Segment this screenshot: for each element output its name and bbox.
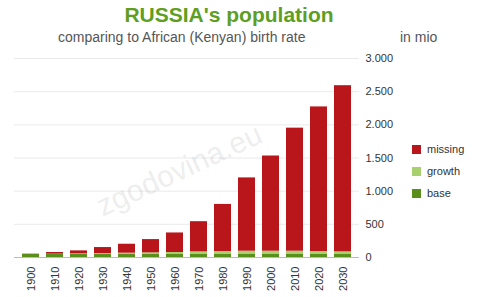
svg-text:1910: 1910: [49, 267, 61, 291]
html-text:comparing to African (Kenyan): comparing to African (Kenyan) birth rate: [58, 29, 306, 45]
svg-text:3.000: 3.000: [366, 52, 394, 64]
svg-text:1990: 1990: [241, 267, 253, 291]
html-text:missing: missing: [427, 143, 465, 155]
html-text:in mio: in mio: [400, 29, 438, 45]
html-text:growth: growth: [427, 165, 460, 177]
svg-text:1940: 1940: [121, 267, 133, 291]
svg-text:1.500: 1.500: [366, 152, 394, 164]
svg-text:0: 0: [366, 251, 372, 263]
svg-text:500: 500: [366, 218, 384, 230]
svg-text:1980: 1980: [217, 267, 229, 291]
svg-text:1930: 1930: [97, 267, 109, 291]
html-text:zgodovina.eu: zgodovina.eu: [91, 116, 267, 223]
svg-text:2010: 2010: [289, 267, 301, 291]
svg-text:2000: 2000: [265, 267, 277, 291]
html-text:base: base: [427, 187, 451, 199]
svg-text:2.500: 2.500: [366, 85, 394, 97]
svg-text:1.000: 1.000: [366, 185, 394, 197]
svg-text:1960: 1960: [169, 267, 181, 291]
svg-text:2030: 2030: [337, 267, 349, 291]
svg-text:1900: 1900: [25, 267, 37, 291]
svg-text:2.000: 2.000: [366, 118, 394, 130]
html-text:RUSSIA's population: RUSSIA's population: [124, 3, 334, 26]
svg-text:2020: 2020: [313, 267, 325, 291]
svg-text:1970: 1970: [193, 267, 205, 291]
svg-text:1920: 1920: [73, 267, 85, 291]
svg-text:1950: 1950: [145, 267, 157, 291]
